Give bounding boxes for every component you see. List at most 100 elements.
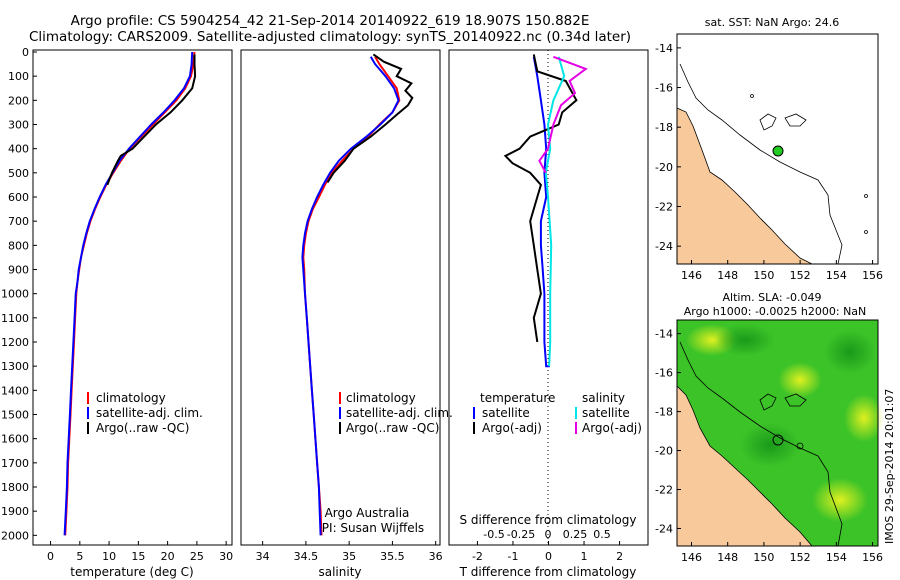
depth-tick-label: 1700 (1, 457, 29, 470)
depth-tick-label: 200 (8, 94, 29, 107)
sla-map-low-2 (824, 330, 876, 374)
difference-series-group (503, 54, 588, 368)
sst-map: sat. SST: NaN Argo: 24.6 -14 -16 -18 -20 -22… (655, 16, 883, 282)
depth-tick-label: 1900 (1, 505, 29, 518)
salinity-credit-1: Argo Australia (325, 506, 410, 520)
sla-map-x-ticks: 146 148 150 152 154 156 (681, 542, 883, 564)
x-tick-label: 5 (76, 550, 83, 563)
map-x-tick-label: 146 (681, 551, 702, 564)
depth-tick-label: 500 (8, 167, 29, 180)
difference-legend-head-temperature: temperature (480, 391, 555, 405)
salinity-panel-frame (240, 49, 441, 546)
difference-top-label: S difference from climatology (460, 513, 637, 527)
temperature-legend: climatology satellite-adj. clim. Argo(..… (87, 391, 203, 435)
top-tick-label: 0.25 (563, 528, 588, 541)
x-tick-label: -2 (472, 550, 483, 563)
x-tick-label: 35.5 (380, 550, 405, 563)
map-y-tick-label: -14 (655, 42, 673, 55)
sst-map-reef-1 (759, 113, 777, 131)
salinity-x-label: salinity (318, 565, 361, 579)
temperature-x-ticks: 0 5 10 15 20 25 30 (47, 541, 233, 563)
depth-tick-label: 100 (8, 70, 29, 83)
x-tick-label: 0 (545, 550, 552, 563)
salinity-credit-2: PI: Susan Wijffels (322, 521, 424, 535)
sla-map-title-1: Altim. SLA: -0.049 (722, 291, 821, 304)
difference-top-ticks: -0.5-0.2500.250.5 (483, 528, 610, 541)
depth-tick-label: 600 (8, 191, 29, 204)
map-x-tick-label: 150 (753, 269, 774, 282)
series-line-satellite-adj-clim- (63, 51, 194, 536)
sst-map-frame (676, 33, 879, 265)
map-x-tick-label: 146 (681, 269, 702, 282)
depth-tick-label: 1300 (1, 360, 29, 373)
top-tick-label: -0.25 (507, 528, 535, 541)
map-y-tick-label: -22 (655, 484, 673, 497)
series-line-argo-raw-qc- (106, 54, 197, 186)
map-y-tick-label: -20 (655, 161, 673, 174)
difference-line-temperature-satellite (532, 56, 550, 368)
depth-tick-label: 1000 (1, 288, 29, 301)
sst-map-island-2 (864, 194, 868, 198)
salinity-legend: climatology satellite-adj. clim. Argo(..… (339, 391, 453, 435)
depth-tick-label: 1400 (1, 384, 29, 397)
temperature-x-label: temperature (deg C) (70, 565, 193, 579)
x-tick-label: 36 (429, 550, 443, 563)
depth-tick-label: 1200 (1, 336, 29, 349)
map-x-tick-label: 148 (717, 551, 738, 564)
map-x-tick-label: 150 (753, 551, 774, 564)
difference-line-salinity-argo-adj- (538, 55, 588, 174)
depth-tick-label: 0 (22, 46, 29, 59)
map-y-tick-label: -16 (655, 82, 673, 95)
map-x-tick-label: 152 (790, 551, 811, 564)
sst-map-y-ticks: -14 -16 -18 -20 -22 -24 (655, 42, 681, 253)
salinity-series-group (301, 53, 414, 536)
sst-map-float-marker (772, 145, 784, 157)
series-line-climatology (64, 51, 196, 536)
sla-map-low-1 (715, 324, 775, 356)
depth-tick-label: 700 (8, 215, 29, 228)
salinity-legend-argo: Argo(..raw -QC) (346, 421, 439, 435)
map-y-tick-label: -18 (655, 406, 673, 419)
map-y-tick-label: -24 (655, 240, 673, 253)
x-tick-label: 34.5 (294, 550, 319, 563)
depth-tick-label: 900 (8, 264, 29, 277)
map-x-tick-label: 154 (826, 269, 847, 282)
map-x-tick-label: 156 (862, 269, 883, 282)
x-tick-label: 35 (342, 550, 356, 563)
depth-tick-label: 1500 (1, 409, 29, 422)
header-line-1: Argo profile: CS 5904254_42 21-Sep-2014 … (70, 13, 590, 29)
sla-map-land (676, 385, 813, 547)
difference-x-ticks: -2 -1 0 1 2 (472, 541, 623, 563)
sla-map-low-3 (740, 423, 800, 467)
depth-tick-label: 1600 (1, 433, 29, 446)
depth-tick-label: 1800 (1, 481, 29, 494)
difference-legend-t-satellite: satellite (482, 406, 530, 420)
sla-map-island (796, 442, 804, 450)
sla-map-frame (676, 319, 879, 547)
x-tick-label: 10 (102, 550, 116, 563)
top-tick-label: 0.5 (593, 528, 611, 541)
difference-legend-t-argo: Argo(-adj) (482, 421, 542, 435)
difference-line-salinity-satellite (544, 56, 566, 367)
sst-map-reef-2 (784, 113, 807, 127)
map-y-tick-label: -22 (655, 201, 673, 214)
salinity-legend-satellite: satellite-adj. clim. (346, 406, 453, 420)
x-tick-label: 15 (131, 550, 145, 563)
sst-map-reef-contour (679, 63, 843, 265)
map-y-tick-label: -14 (655, 328, 673, 341)
map-y-tick-label: -20 (655, 445, 673, 458)
difference-legend-s-argo: Argo(-adj) (582, 421, 642, 435)
header-line-2: Climatology: CARS2009. Satellite-adjuste… (28, 29, 632, 45)
sla-map-float-marker (772, 434, 784, 446)
sst-map-land (676, 107, 813, 265)
depth-tick-label: 400 (8, 143, 29, 156)
sst-map-island-1 (750, 94, 754, 98)
top-tick-label: -0.5 (483, 528, 504, 541)
sst-map-island-3 (864, 230, 868, 234)
salinity-x-ticks: 34 34.5 35 35.5 36 (256, 541, 443, 563)
salinity-legend-climatology: climatology (346, 391, 416, 405)
depth-axis: 0 100 200 300 400 500 600 700 800 900 1000 1100 1200… (1, 46, 37, 542)
sla-map-side-note: IMOS 29-Sep-2014 20:01:07 (883, 389, 896, 544)
difference-legend-head-salinity: salinity (582, 391, 625, 405)
